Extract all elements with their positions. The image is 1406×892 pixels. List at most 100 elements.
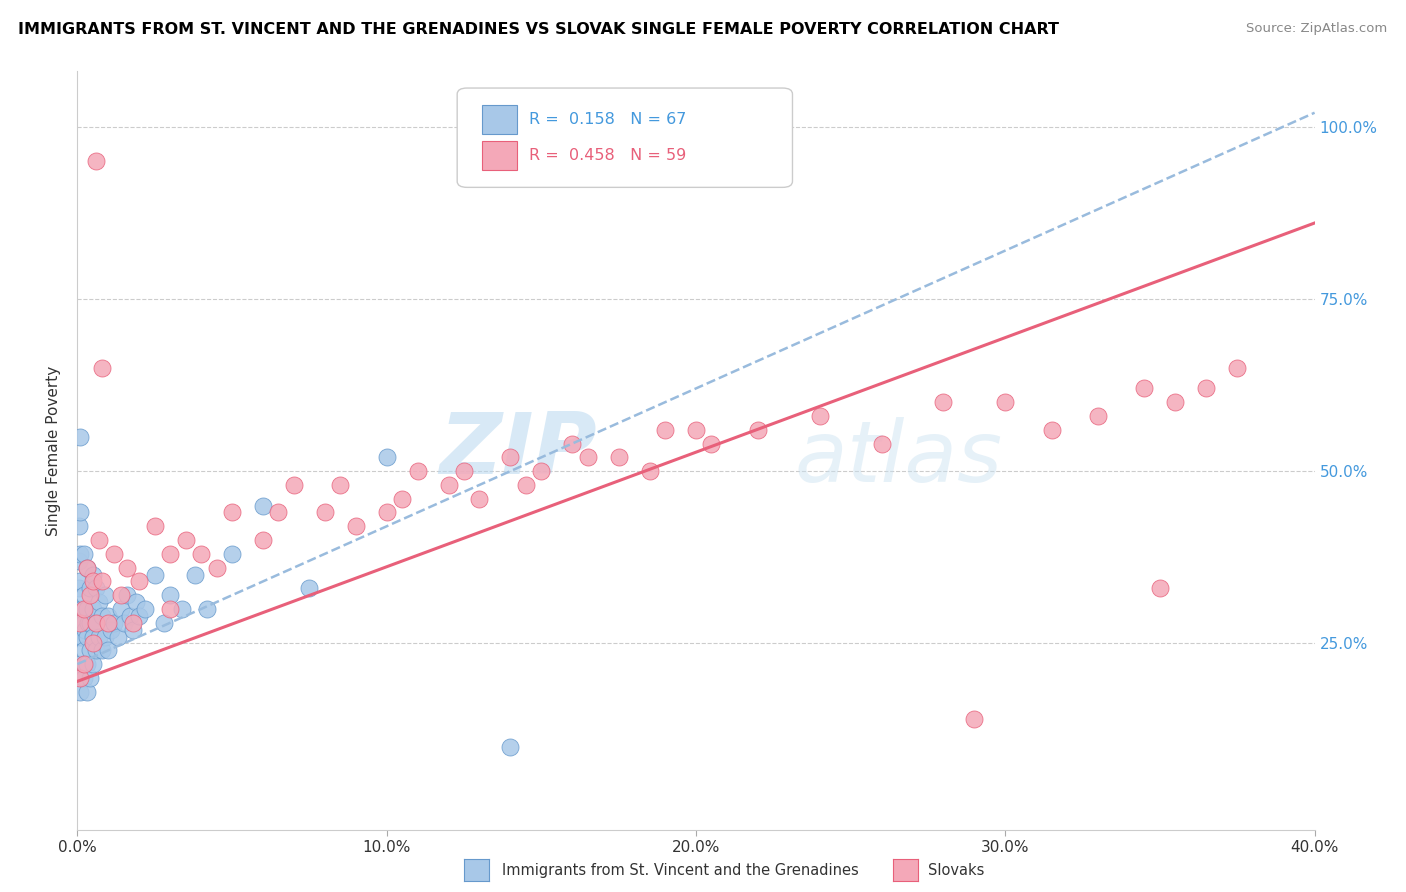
Point (72, 588, 94, 602)
Point (76, 684, 98, 698)
Point (118, 608, 141, 623)
Point (283, 478, 305, 492)
Point (69, 430, 91, 444)
Point (69, 657, 91, 672)
Point (406, 464, 429, 478)
Point (1195, 381, 1218, 395)
Point (97, 615, 120, 630)
Point (172, 602, 194, 616)
Point (76, 630, 98, 644)
Text: Immigrants from St. Vincent and the Grenadines: Immigrants from St. Vincent and the Gren… (502, 863, 859, 878)
FancyBboxPatch shape (457, 88, 793, 187)
Point (375, 450, 398, 465)
Point (103, 547, 125, 561)
Point (112, 615, 135, 630)
Point (115, 560, 138, 574)
Point (84, 615, 107, 630)
Point (499, 739, 522, 754)
Point (252, 533, 274, 547)
Point (72, 547, 94, 561)
Point (69, 671, 91, 685)
Point (76, 602, 98, 616)
Point (84, 582, 107, 596)
Point (94, 588, 117, 602)
Point (110, 602, 132, 616)
Point (870, 436, 893, 450)
Point (77, 615, 100, 630)
Bar (482, 141, 516, 170)
Y-axis label: Single Female Poverty: Single Female Poverty (46, 366, 62, 535)
Point (1226, 360, 1249, 375)
Point (115, 588, 138, 602)
Point (72, 671, 94, 685)
Text: IMMIGRANTS FROM ST. VINCENT AND THE GRENADINES VS SLOVAK SINGLE FEMALE POVERTY C: IMMIGRANTS FROM ST. VINCENT AND THE GREN… (18, 22, 1059, 37)
Point (91, 608, 114, 623)
Point (82, 602, 104, 616)
Point (125, 595, 148, 609)
Point (107, 630, 129, 644)
Point (79, 582, 101, 596)
Point (79, 588, 101, 602)
Point (700, 436, 723, 450)
Point (963, 712, 986, 726)
Point (128, 608, 150, 623)
Text: R =  0.158   N = 67: R = 0.158 N = 67 (529, 112, 686, 128)
Point (91, 360, 114, 375)
Point (221, 547, 243, 561)
Point (87, 533, 110, 547)
Point (87, 595, 110, 609)
Point (1087, 409, 1109, 423)
Point (69, 506, 91, 520)
Point (437, 478, 460, 492)
Point (685, 423, 707, 437)
Text: ZIP: ZIP (439, 409, 598, 492)
Point (298, 582, 321, 596)
Point (67, 615, 90, 630)
Point (82, 657, 104, 672)
Point (72, 602, 94, 616)
Point (195, 602, 218, 616)
Point (329, 478, 352, 492)
Point (654, 423, 676, 437)
Point (72, 643, 94, 657)
Point (468, 491, 491, 506)
Point (143, 567, 166, 582)
Point (72, 657, 94, 672)
Point (69, 615, 91, 630)
Point (638, 464, 661, 478)
Point (530, 464, 553, 478)
Point (84, 153, 107, 168)
Point (87, 630, 110, 644)
Point (82, 636, 104, 650)
Point (344, 519, 367, 533)
Point (76, 657, 98, 672)
Point (76, 560, 98, 574)
Point (69, 547, 91, 561)
Point (97, 643, 120, 657)
Text: Source: ZipAtlas.com: Source: ZipAtlas.com (1247, 22, 1388, 36)
Point (499, 450, 522, 465)
Point (79, 615, 101, 630)
Point (391, 491, 413, 506)
Point (267, 506, 290, 520)
Point (122, 623, 145, 637)
Point (143, 519, 166, 533)
Point (103, 615, 125, 630)
Text: Slovaks: Slovaks (928, 863, 984, 878)
Point (994, 395, 1017, 409)
Point (67, 554, 90, 568)
Point (84, 615, 107, 630)
Point (184, 567, 207, 582)
Point (72, 615, 94, 630)
Point (69, 602, 91, 616)
Point (75, 623, 96, 637)
Point (70, 630, 93, 644)
Point (122, 615, 145, 630)
Point (561, 436, 583, 450)
Point (69, 684, 91, 698)
Point (67, 519, 90, 533)
Point (69, 630, 91, 644)
Point (453, 464, 475, 478)
Point (97, 608, 120, 623)
Point (1133, 381, 1156, 395)
